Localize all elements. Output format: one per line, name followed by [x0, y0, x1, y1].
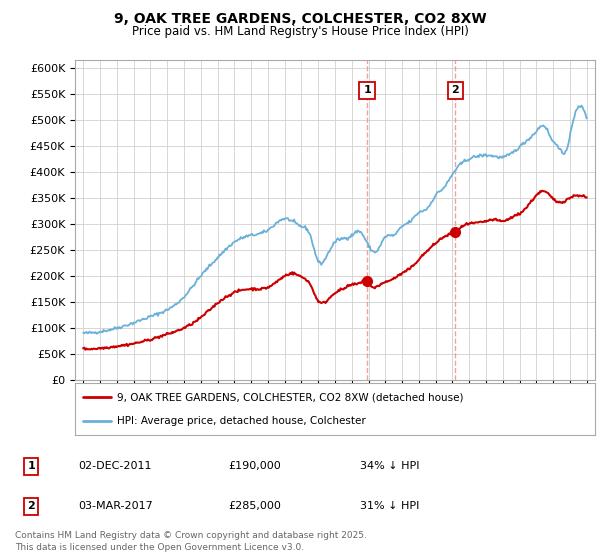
Text: Price paid vs. HM Land Registry's House Price Index (HPI): Price paid vs. HM Land Registry's House … — [131, 25, 469, 38]
Text: £190,000: £190,000 — [228, 461, 281, 472]
Text: 02-DEC-2011: 02-DEC-2011 — [78, 461, 151, 472]
Text: 34% ↓ HPI: 34% ↓ HPI — [360, 461, 419, 472]
Text: 03-MAR-2017: 03-MAR-2017 — [78, 501, 153, 511]
Text: 2: 2 — [451, 86, 459, 95]
Text: 1: 1 — [28, 461, 35, 472]
Text: 9, OAK TREE GARDENS, COLCHESTER, CO2 8XW: 9, OAK TREE GARDENS, COLCHESTER, CO2 8XW — [113, 12, 487, 26]
Text: £285,000: £285,000 — [228, 501, 281, 511]
Text: 1: 1 — [364, 86, 371, 95]
Text: 9, OAK TREE GARDENS, COLCHESTER, CO2 8XW (detached house): 9, OAK TREE GARDENS, COLCHESTER, CO2 8XW… — [116, 392, 463, 402]
Text: 31% ↓ HPI: 31% ↓ HPI — [360, 501, 419, 511]
Text: HPI: Average price, detached house, Colchester: HPI: Average price, detached house, Colc… — [116, 416, 365, 426]
Text: 2: 2 — [28, 501, 35, 511]
Text: Contains HM Land Registry data © Crown copyright and database right 2025.
This d: Contains HM Land Registry data © Crown c… — [15, 531, 367, 552]
